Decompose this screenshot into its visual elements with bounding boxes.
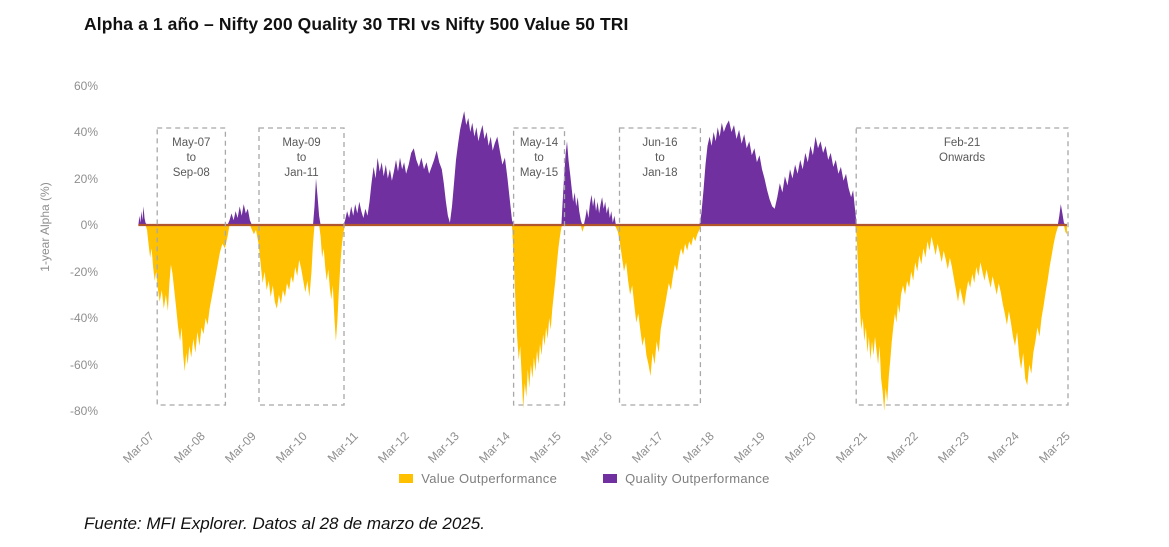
legend-swatch [603,474,618,483]
legend: Value Outperformance Quality Outperforman… [0,471,1169,486]
regime-box-label: May-09 to Jan-11 [282,137,321,179]
chart-title: Alpha a 1 año – Nifty 200 Quality 30 TRI… [84,14,629,34]
y-tick-label: -60% [69,357,98,372]
legend-label: Quality Outperformance [625,471,770,486]
y-tick-label: 20% [73,171,98,186]
regime-box [512,127,566,406]
legend-item: Value Outperformance [399,471,557,486]
y-tick-label: -40% [69,311,98,325]
regime-box [618,127,702,406]
legend-swatch [399,474,414,483]
y-tick-label: -80% [69,404,98,418]
regime-box-label: May-07 to Sep-08 [172,137,211,179]
y-tick-label: 0% [80,218,98,232]
value-outperformance-area [138,225,1067,411]
regime-box-label: May-14 to May-15 [519,137,559,179]
quality-outperformance-area [138,111,1067,225]
regime-box [156,127,227,406]
regime-box [258,127,345,406]
source-note: Fuente: MFI Explorer. Datos al 28 de mar… [84,514,485,533]
regime-boxes [156,127,1069,406]
y-tick-label: 60% [73,78,98,93]
legend-item: Quality Outperformance [603,471,770,486]
y-tick-label: 40% [73,125,98,139]
legend-label: Value Outperformance [421,471,558,486]
regime-box [855,127,1069,406]
regime-box-label: Jun-16 to Jan-18 [642,137,678,179]
regime-box-label: Feb-21 Onwards [939,137,986,164]
y-tick-label: -20% [69,264,98,279]
